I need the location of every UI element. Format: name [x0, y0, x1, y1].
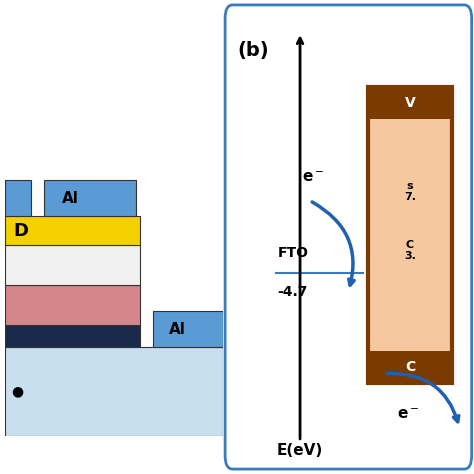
Text: Al: Al: [62, 191, 79, 206]
Text: s
7.: s 7.: [404, 181, 416, 202]
FancyBboxPatch shape: [225, 5, 472, 469]
Bar: [5, 180, 31, 217]
Bar: [44, 180, 136, 217]
Bar: [5, 285, 140, 325]
Text: Al: Al: [169, 322, 185, 337]
Text: ●: ●: [11, 385, 23, 399]
Bar: [368, 87, 452, 383]
Text: -4.7: -4.7: [278, 285, 308, 299]
Text: D: D: [13, 222, 28, 239]
Bar: [368, 351, 452, 383]
Text: V: V: [405, 96, 415, 110]
Bar: [5, 347, 223, 436]
Bar: [5, 245, 140, 285]
Bar: [368, 87, 452, 118]
Text: e$^-$: e$^-$: [302, 170, 325, 185]
Text: C: C: [405, 360, 415, 374]
Bar: [5, 217, 140, 245]
Text: (b): (b): [237, 41, 269, 60]
Text: C
3.: C 3.: [404, 240, 416, 262]
Text: E(eV): E(eV): [277, 443, 323, 458]
Text: e$^-$: e$^-$: [397, 407, 419, 422]
Bar: [153, 311, 223, 347]
Text: FTO: FTO: [277, 246, 308, 260]
Bar: [5, 325, 140, 347]
